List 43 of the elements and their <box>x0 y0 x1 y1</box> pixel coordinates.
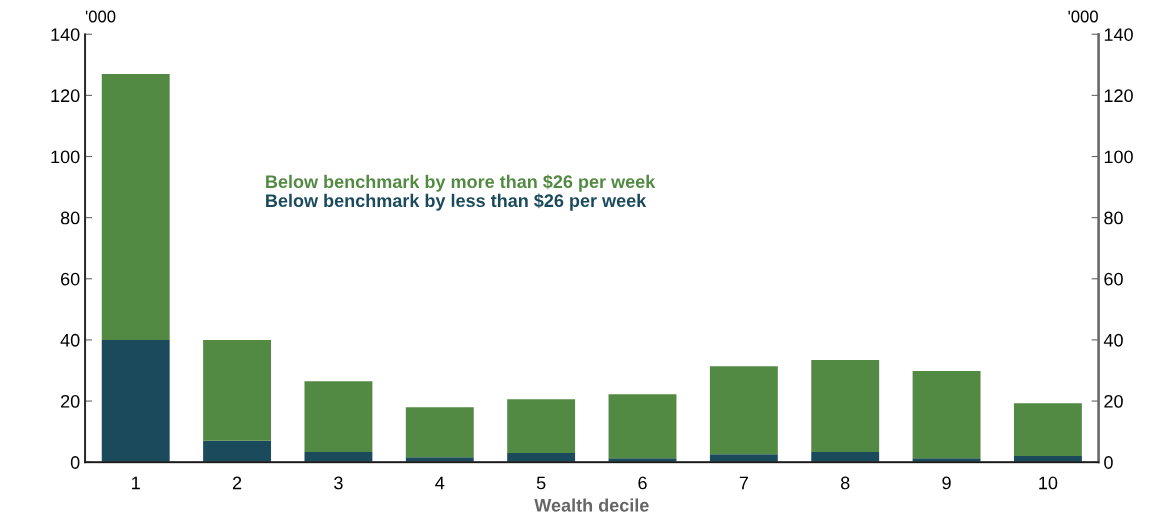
y-tick-label: 0 <box>70 456 80 469</box>
y2-axis-title: '000 <box>1068 10 1098 23</box>
y2-tick-label: 120 <box>1104 89 1133 103</box>
y2-tick-label: 80 <box>1104 211 1123 225</box>
text: Below benchmark by more than $26 per week <box>266 174 656 192</box>
y2-tick-label: 140 <box>1104 28 1133 41</box>
x-tick-label: 9 <box>942 476 951 490</box>
x-tick-label: 6 <box>638 476 647 490</box>
x-tick-label: 7 <box>739 476 748 490</box>
x-tick-label: 10 <box>1039 476 1058 490</box>
y2-tick-label: 100 <box>1104 150 1133 164</box>
bar <box>405 407 474 458</box>
x-tick-label: 5 <box>536 476 546 490</box>
bar <box>1013 403 1082 457</box>
bar <box>101 339 170 463</box>
x-axis-title: Wealth decile <box>534 498 649 512</box>
y-tick-label: 140 <box>51 28 80 41</box>
bar <box>304 381 373 453</box>
x-tick-label: 2 <box>232 476 242 490</box>
bar <box>203 339 272 441</box>
bar <box>912 371 981 459</box>
y2-tick-label: 0 <box>1104 456 1113 469</box>
y2-tick-label: 40 <box>1103 333 1123 347</box>
x-tick-label: 8 <box>840 476 850 490</box>
y-axis-title: '000 <box>85 10 116 23</box>
x-tick-label: 4 <box>435 476 445 490</box>
y-tick-label: 20 <box>61 394 80 408</box>
y-tick-label: 120 <box>51 89 80 103</box>
y2-tick-label: 60 <box>1104 272 1123 286</box>
bar <box>507 399 576 454</box>
y-tick-label: 100 <box>51 150 80 164</box>
y-tick-label: 60 <box>61 272 80 286</box>
bar <box>608 394 677 459</box>
bar <box>101 73 170 340</box>
y-tick-label: 80 <box>60 211 80 225</box>
text: Below benchmark by less than $26 per week <box>266 193 647 211</box>
bar <box>203 440 272 463</box>
bar <box>811 360 880 453</box>
bar <box>709 366 778 455</box>
x-tick-label: 3 <box>334 476 343 490</box>
y2-tick-label: 20 <box>1104 394 1123 408</box>
y-tick-label: 40 <box>60 333 80 347</box>
x-tick-label: 1 <box>132 476 140 490</box>
